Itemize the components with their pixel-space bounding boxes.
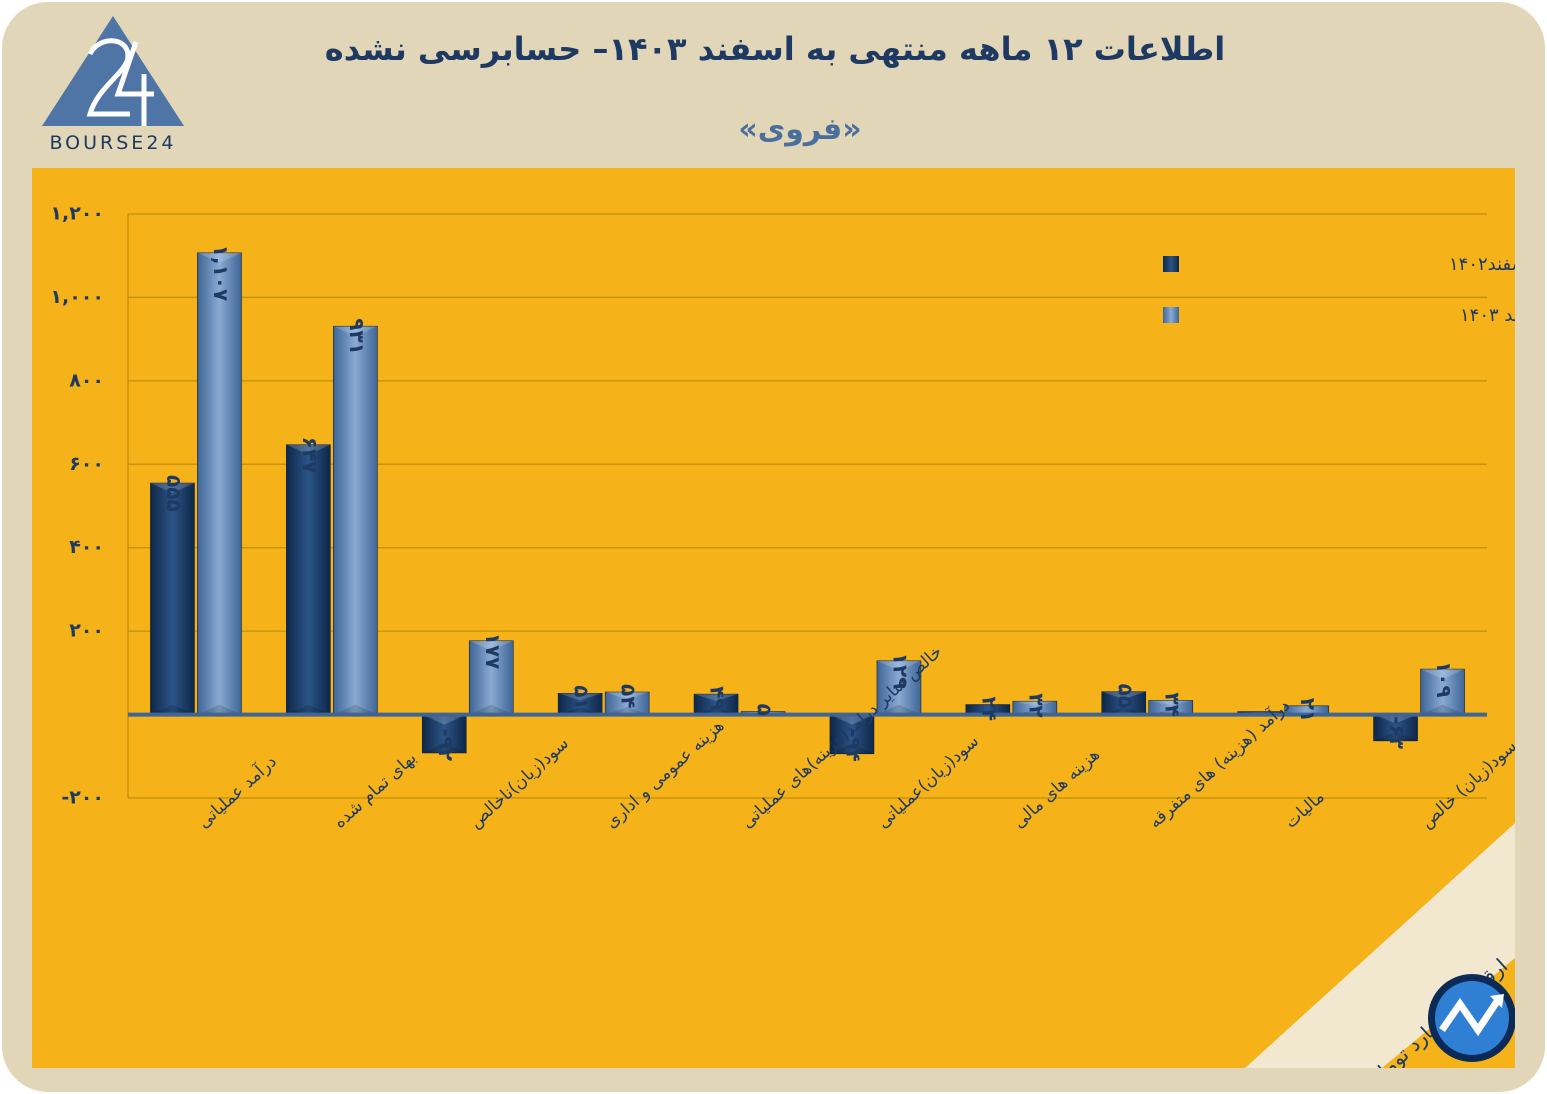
bar-bevel bbox=[1373, 732, 1418, 741]
bar-bevel bbox=[197, 252, 242, 263]
bar-bevel bbox=[876, 704, 921, 715]
legend-swatch-1402 bbox=[1163, 256, 1179, 272]
bar-1403 bbox=[333, 325, 378, 715]
y-tick-label: ۱,۰۰۰ bbox=[50, 286, 104, 308]
bar-bevel bbox=[469, 640, 514, 651]
bar-bevel bbox=[1420, 669, 1465, 680]
page-title: اطلاعات ۱۲ ماهه منتهی به اسفند ۱۴۰۳– حسا… bbox=[324, 30, 1226, 68]
legend-swatch-1403 bbox=[1163, 307, 1179, 323]
bar-bevel bbox=[422, 742, 467, 753]
data-label: ۶۴۷ bbox=[298, 437, 322, 474]
bar-bevel bbox=[197, 704, 242, 715]
legend-label-1402: عملکرد منتهی به اسفند۱۴۰۲ bbox=[1449, 254, 1515, 275]
data-label: ۱۲۹ bbox=[888, 653, 912, 690]
category-labels: درآمد عملیاتی بهای تمام شده سود(زیان)ناخال… bbox=[193, 642, 1515, 833]
bar-bevel bbox=[1012, 701, 1057, 706]
bar-1403 bbox=[468, 640, 514, 715]
data-label: ۲۴ bbox=[977, 697, 1001, 721]
bar-bevel bbox=[333, 326, 378, 337]
legend: عملکرد منتهی به اسفند۱۴۰۲ عملکرد منتهی ب… bbox=[1163, 254, 1515, 326]
bar-bevel bbox=[1148, 700, 1193, 706]
bar-1403 bbox=[197, 252, 242, 715]
logo-text: BOURSE24 bbox=[49, 132, 177, 154]
y-tick-label: ۸۰۰ bbox=[69, 369, 104, 391]
y-tick-label: ۱,۲۰۰ bbox=[50, 203, 104, 225]
bourse24-logo bbox=[42, 16, 184, 126]
y-tick-label: ۲۰۰ bbox=[69, 620, 104, 642]
legend-label-1403: عملکرد منتهی به اسفند ۱۴۰۳ bbox=[1460, 305, 1515, 326]
bar-bevel bbox=[1101, 691, 1146, 700]
category-label: درآمد عملیاتی bbox=[193, 750, 281, 832]
data-label: -۹۲ bbox=[434, 728, 458, 761]
category-label: سود(زیان)عملیاتی bbox=[873, 731, 982, 832]
company-name: «فروی» bbox=[738, 112, 862, 147]
bar-bevel bbox=[150, 483, 195, 494]
category-label: سود(زیان) خالص bbox=[1417, 736, 1515, 832]
data-label: ۵۵۵ bbox=[162, 475, 186, 512]
data-label: ۳۴ bbox=[1160, 692, 1184, 716]
bar-bevel bbox=[694, 694, 739, 701]
bar-bevel bbox=[605, 692, 650, 700]
bars bbox=[128, 252, 1487, 755]
y-tick-label: ۶۰۰ bbox=[69, 453, 104, 475]
y-tick-label: ۴۰۰ bbox=[69, 536, 104, 558]
data-label: -۹۴ bbox=[841, 729, 865, 762]
bar-bevel bbox=[422, 714, 467, 725]
category-label: هزینه های مالی bbox=[1009, 745, 1104, 833]
data-label: ۱۰۹ bbox=[1432, 661, 1456, 698]
data-label: ۹۳۱ bbox=[345, 318, 369, 355]
category-label: مالیات bbox=[1281, 787, 1328, 832]
data-label: ۱,۱۰۷ bbox=[209, 245, 233, 301]
bar-bevel bbox=[150, 704, 195, 715]
category-label: هزینه عمومی و اداری bbox=[602, 716, 729, 833]
bar-bevel bbox=[469, 704, 514, 715]
bar-bevel bbox=[829, 714, 874, 725]
data-label: ۵۴ bbox=[617, 684, 641, 708]
bar-1402 bbox=[829, 714, 875, 755]
trend-arrow-icon bbox=[1439, 997, 1501, 1037]
bar-bevel bbox=[286, 444, 331, 455]
category-label: بهای تمام شده bbox=[330, 748, 421, 833]
chart-panel: -۲۰۰ ۲۰۰ ۴۰۰ ۶۰۰ ۸۰۰ ۱,۰۰۰ ۱,۲۰۰ ۵۵۵ ۱,۱۰۷ ۶۴۷ ۹۳… bbox=[32, 168, 1515, 1068]
data-label: -۶۳ bbox=[1385, 716, 1409, 749]
bar-bevel bbox=[1420, 704, 1465, 715]
data-label: ۱۷۷ bbox=[481, 633, 505, 670]
data-label: ۵ bbox=[753, 704, 777, 716]
bar-bevel bbox=[1373, 714, 1418, 724]
category-label: سود(زیان)ناخالص bbox=[466, 733, 573, 832]
bar-bevel bbox=[286, 704, 331, 715]
bar-bevel bbox=[829, 743, 874, 754]
data-label: ۲۱ bbox=[1296, 698, 1320, 722]
data-label: ۵۱ bbox=[570, 685, 594, 709]
data-label: ۴۹ bbox=[706, 686, 730, 710]
trend-arrow-head bbox=[1490, 994, 1504, 1008]
bar-1402 bbox=[286, 444, 331, 715]
bar-bevel bbox=[558, 693, 603, 701]
data-label: ۵۵ bbox=[1113, 684, 1137, 708]
bar-bevel bbox=[333, 704, 378, 715]
data-label: ۳۲ bbox=[1024, 693, 1048, 717]
bar-1402 bbox=[421, 714, 467, 754]
y-tick-label: -۲۰۰ bbox=[61, 787, 104, 809]
corner-note: ارقام به میلیارد تومان bbox=[1245, 823, 1515, 1068]
data-labels: ۵۵۵ ۱,۱۰۷ ۶۴۷ ۹۳۱ -۹۲ ۱۷۷ ۵۱ ۵۴ ۴۹ ۵ -۹۴ ۱۲۹ ۲۴ ۳۲ ۵۵ ۳… bbox=[162, 245, 1456, 762]
bar-1403 bbox=[1420, 668, 1465, 715]
bar-bevel bbox=[876, 660, 921, 671]
bar-1402 bbox=[150, 482, 195, 715]
